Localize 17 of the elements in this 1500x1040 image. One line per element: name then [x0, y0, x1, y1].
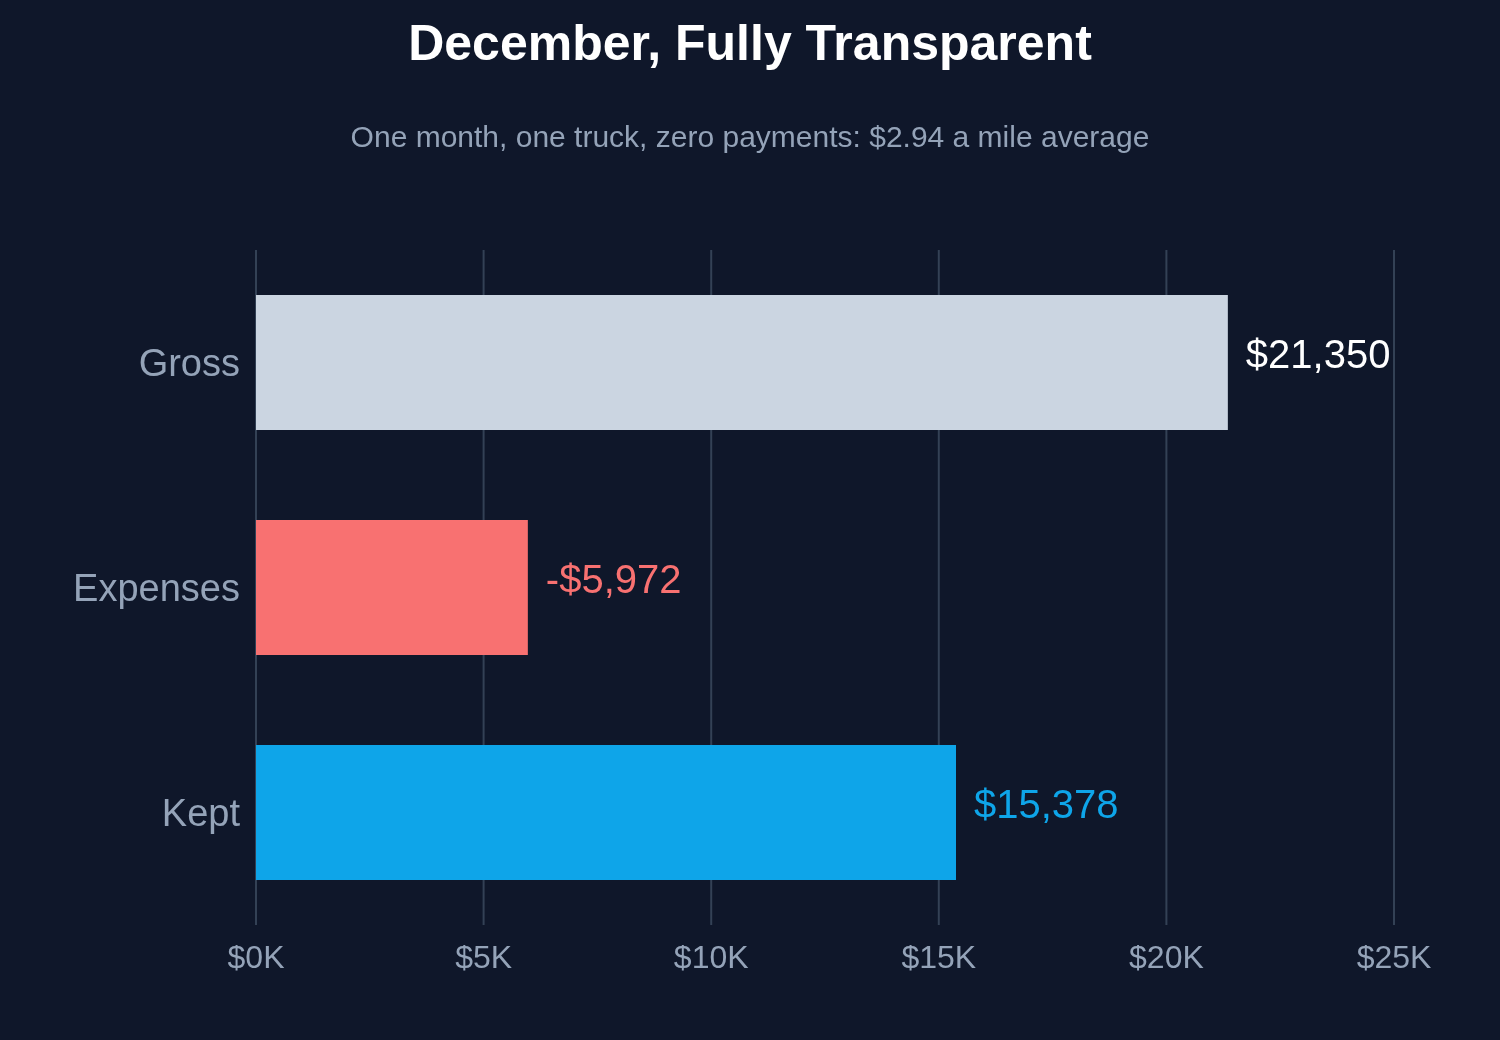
chart-title: December, Fully Transparent — [407, 14, 1093, 72]
bar — [256, 295, 1228, 430]
x-tick-label: $5K — [455, 938, 513, 975]
y-tick-label: Gross — [138, 341, 240, 384]
bar — [256, 520, 528, 655]
data-label: $15,378 — [974, 782, 1119, 827]
x-tick-label: $10K — [673, 938, 749, 975]
chart-subtitle: One month, one truck, zero payments: $2.94 a mile average — [349, 120, 1151, 154]
y-tick-label: Kept — [161, 791, 241, 834]
x-tick-label: $25K — [1356, 938, 1432, 975]
x-tick-label: $15K — [901, 938, 977, 975]
x-tick-label: $0K — [227, 938, 285, 975]
data-label: $21,350 — [1245, 332, 1391, 377]
y-tick-label: Expenses — [73, 566, 240, 609]
x-tick-label: $20K — [1129, 938, 1204, 975]
data-label: -$5,972 — [545, 557, 682, 602]
bar — [256, 745, 957, 880]
